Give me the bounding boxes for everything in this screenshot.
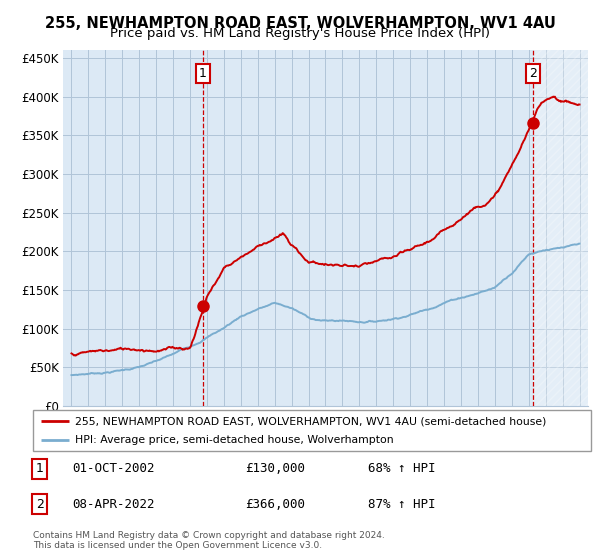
- Text: 87% ↑ HPI: 87% ↑ HPI: [368, 497, 436, 511]
- Text: 01-OCT-2002: 01-OCT-2002: [72, 463, 155, 475]
- Text: 2: 2: [529, 67, 537, 80]
- Text: £130,000: £130,000: [245, 463, 305, 475]
- Text: Contains HM Land Registry data © Crown copyright and database right 2024.
This d: Contains HM Land Registry data © Crown c…: [33, 531, 385, 550]
- Text: 255, NEWHAMPTON ROAD EAST, WOLVERHAMPTON, WV1 4AU (semi-detached house): 255, NEWHAMPTON ROAD EAST, WOLVERHAMPTON…: [75, 417, 546, 426]
- Text: 68% ↑ HPI: 68% ↑ HPI: [368, 463, 436, 475]
- Text: HPI: Average price, semi-detached house, Wolverhampton: HPI: Average price, semi-detached house,…: [75, 435, 394, 445]
- Text: 255, NEWHAMPTON ROAD EAST, WOLVERHAMPTON, WV1 4AU: 255, NEWHAMPTON ROAD EAST, WOLVERHAMPTON…: [44, 16, 556, 31]
- Text: 1: 1: [36, 463, 44, 475]
- Text: £366,000: £366,000: [245, 497, 305, 511]
- Text: 08-APR-2022: 08-APR-2022: [72, 497, 155, 511]
- Text: 1: 1: [199, 67, 206, 80]
- FancyBboxPatch shape: [33, 410, 591, 451]
- Text: Price paid vs. HM Land Registry's House Price Index (HPI): Price paid vs. HM Land Registry's House …: [110, 27, 490, 40]
- Text: 2: 2: [36, 497, 44, 511]
- Bar: [533, 50, 588, 406]
